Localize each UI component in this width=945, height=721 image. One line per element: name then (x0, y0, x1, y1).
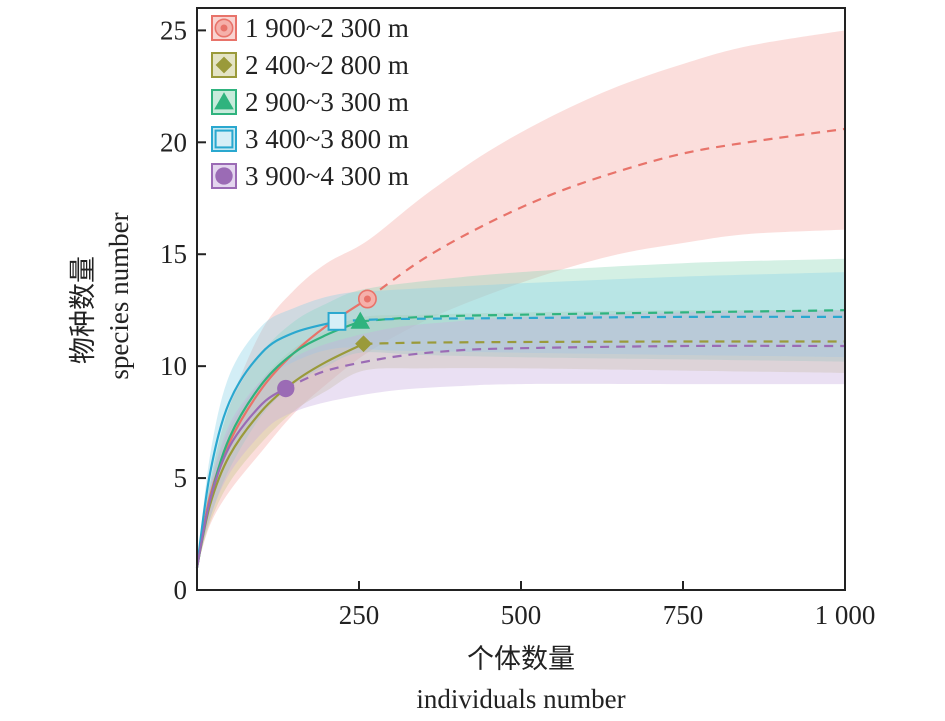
y-tick-label-5: 5 (174, 463, 188, 493)
confidence-band-2 (197, 310, 845, 568)
marker-shape (327, 311, 347, 331)
extrapolation-line-4 (336, 315, 846, 323)
legend-item-3: 2 900~3 300 m (211, 87, 409, 117)
legend-item-5: 3 900~4 300 m (211, 161, 409, 191)
observed-point-4 (327, 311, 347, 331)
marker-shape (277, 379, 295, 398)
y-tick-label-0: 0 (174, 575, 188, 605)
observed-point-2 (355, 335, 372, 353)
observed-point-3 (350, 311, 371, 329)
legend-marker (214, 18, 234, 38)
y-tick-label-20: 20 (160, 127, 187, 157)
legend-label: 2 900~3 300 m (245, 87, 409, 117)
marker-shape (350, 311, 371, 329)
confidence-band-5 (197, 310, 845, 568)
legend-item-4: 3 400~3 800 m (211, 124, 409, 154)
legend-marker (215, 167, 233, 185)
legend-label: 3 400~3 800 m (245, 124, 409, 154)
marker-inner (363, 295, 371, 303)
legend-marker (215, 56, 233, 74)
legend-label: 1 900~2 300 m (245, 13, 409, 43)
y-axis-ticks: 0 5 10 15 20 25 (160, 15, 206, 605)
extrapolation-line-5 (285, 344, 846, 390)
observed-point-5 (277, 379, 295, 398)
interpolation-line-4 (195, 320, 338, 568)
x-axis-title-cn: 个体数量 (467, 644, 575, 675)
legend-marker (214, 92, 234, 110)
marker-shape (215, 167, 233, 185)
observed-point-1 (357, 289, 377, 309)
legend-marker (214, 129, 234, 149)
marker-inner (220, 24, 228, 32)
marker-shape (215, 56, 233, 74)
observed-markers (277, 289, 377, 398)
y-tick-label-10: 10 (160, 351, 187, 381)
x-tick-label-750: 750 (663, 600, 704, 630)
x-tick-label-1000: 1 000 (815, 600, 876, 630)
marker-shape (355, 335, 372, 353)
legend-item-2: 2 400~2 800 m (211, 50, 409, 80)
confidence-band-3 (197, 258, 845, 568)
y-tick-label-25: 25 (160, 15, 187, 45)
x-tick-label-500: 500 (501, 600, 542, 630)
extrapolation-line-3 (360, 309, 846, 323)
x-axis-ticks: 250 500 750 1 000 (339, 581, 876, 630)
y-axis-title-cn: 物种数量 (68, 256, 99, 364)
legend-label: 2 400~2 800 m (245, 50, 409, 80)
marker-shape (214, 129, 234, 149)
x-tick-label-250: 250 (339, 600, 380, 630)
marker-shape (214, 92, 234, 110)
y-tick-label-15: 15 (160, 239, 187, 269)
y-axis-title-en: species number (104, 212, 134, 379)
legend-label: 3 900~4 300 m (245, 161, 409, 191)
interpolation-line-5 (195, 387, 287, 568)
x-axis-title-en: individuals number (416, 684, 625, 714)
legend-item-1: 1 900~2 300 m (211, 13, 409, 43)
confidence-band-1 (197, 30, 845, 568)
curves (195, 127, 846, 568)
legend: 1 900~2 300 m 2 400~2 800 m 2 900~3 300 m 3… (211, 13, 409, 191)
